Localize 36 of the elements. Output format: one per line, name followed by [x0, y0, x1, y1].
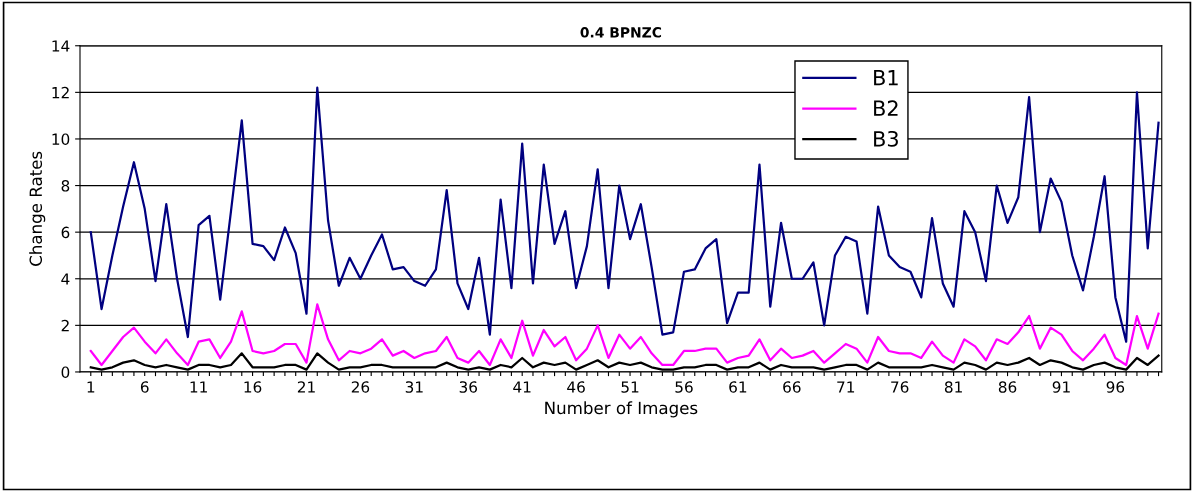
x-tick-label: 21 — [297, 381, 315, 393]
y-tick-label: 0 — [61, 366, 70, 378]
x-tick-label: 1 — [87, 381, 95, 393]
legend-label: B2 — [874, 100, 898, 116]
y-tick-label: 10 — [52, 133, 70, 145]
x-tick-label: 51 — [621, 381, 639, 393]
x-tick-label: 71 — [837, 381, 855, 393]
x-tick-label: 41 — [513, 381, 531, 393]
y-tick-label: 6 — [61, 226, 70, 239]
x-tick-label: 6 — [140, 381, 149, 393]
y-axis-title: Change Rates — [29, 151, 46, 266]
line-series — [89, 86, 1160, 343]
x-tick-label: 26 — [351, 381, 370, 393]
x-tick-label: 86 — [998, 381, 1017, 393]
chart-title: 0.4 BPNZC — [580, 27, 662, 38]
x-tick-label: 96 — [1106, 381, 1125, 393]
y-tick-label: 2 — [61, 319, 69, 332]
x-axis-title: Number of Images — [545, 401, 698, 418]
x-tick-label: 76 — [891, 381, 909, 393]
legend-label: B1 — [874, 70, 898, 86]
x-tick-label: 81 — [944, 381, 962, 393]
legend-label: B3 — [874, 130, 898, 147]
y-tick-label: 12 — [52, 86, 69, 99]
x-tick-label: 11 — [190, 381, 207, 393]
x-tick-label: 56 — [675, 381, 693, 393]
x-tick-label: 36 — [459, 381, 478, 393]
x-tick-label: 91 — [1052, 381, 1070, 393]
y-tick-label: 14 — [52, 40, 70, 52]
x-tick-label: 16 — [244, 381, 262, 393]
x-tick-label: 46 — [567, 381, 585, 393]
x-tick-label: 31 — [405, 381, 423, 393]
line-series — [89, 303, 1160, 367]
x-tick-label: 66 — [783, 381, 801, 393]
x-tick-label: 61 — [729, 381, 747, 393]
y-tick-label: 8 — [61, 180, 70, 192]
y-tick-label: 4 — [61, 273, 70, 285]
